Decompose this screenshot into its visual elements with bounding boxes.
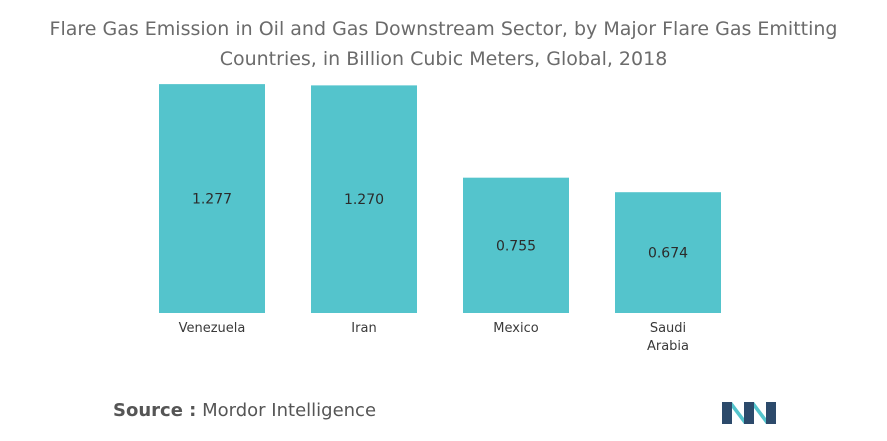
chart-title-line-1: Flare Gas Emission in Oil and Gas Downst… xyxy=(49,18,838,40)
bar-iran xyxy=(311,85,417,313)
bar-mexico xyxy=(463,177,569,313)
data-label: 1.277 xyxy=(192,192,232,208)
source-label: Source : xyxy=(113,400,197,421)
bar-saudi-arabia xyxy=(615,192,721,313)
category-label: Mexico xyxy=(493,321,538,336)
chart-title-line-2: Countries, in Billion Cubic Meters, Glob… xyxy=(219,48,668,70)
category-label: Saudi Arabia xyxy=(647,321,689,354)
data-label: 0.755 xyxy=(496,238,536,254)
data-label: 0.674 xyxy=(648,246,688,262)
mordor-intelligence-logo-icon xyxy=(722,402,776,424)
chart-title: Flare Gas Emission in Oil and Gas Downst… xyxy=(0,14,887,74)
data-label: 1.270 xyxy=(344,192,384,208)
source-text: Mordor Intelligence xyxy=(202,400,377,421)
bar-venezuela xyxy=(159,84,265,313)
category-label: Venezuela xyxy=(179,321,246,336)
category-label: Iran xyxy=(351,321,376,336)
source-note: Source : Mordor Intelligence xyxy=(113,400,376,421)
